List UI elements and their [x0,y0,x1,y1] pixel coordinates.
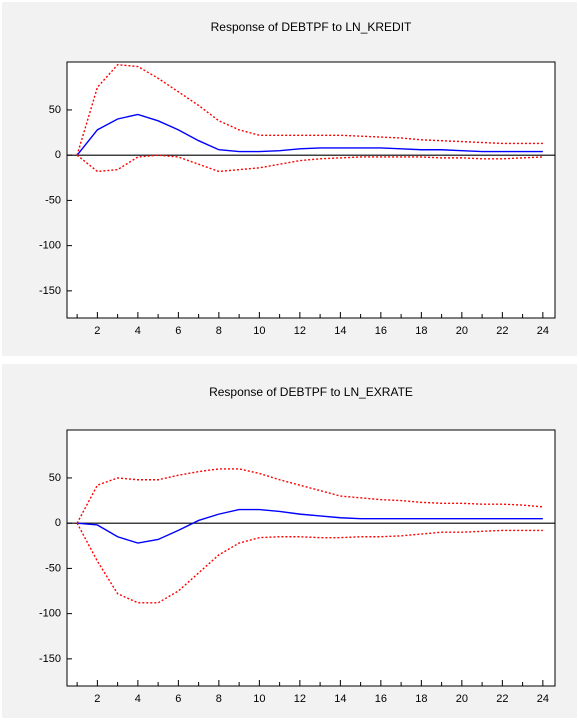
y-tick-label: -100 [39,608,61,620]
x-tick-label: 22 [496,693,508,705]
y-tick-label: -50 [45,194,61,206]
chart-title: Response of DEBTPF to LN_EXRATE [209,385,413,399]
x-tick-label: 2 [94,693,100,705]
x-tick-label: 10 [253,693,265,705]
response-line [76,468,543,524]
y-tick-label: -100 [39,240,61,252]
x-tick-label: 6 [175,693,181,705]
x-tick-label: 24 [537,693,549,705]
x-tick-label: 8 [216,325,222,337]
y-tick-label: -50 [45,562,61,574]
chart: Response of DEBTPF to LN_KREDIT 50 0 -50 -1… [2,2,577,356]
x-tick-label: 16 [375,325,387,337]
plot-area [66,61,556,319]
x-tick-label: 6 [175,325,181,337]
x-tick-label: 16 [375,693,387,705]
x-tick-label: 22 [496,325,508,337]
response-line [76,113,543,156]
response-line [76,63,543,156]
response-line [76,522,543,604]
x-tick-label: 12 [294,693,306,705]
x-tick-label: 20 [456,693,468,705]
x-tick-label: 10 [253,325,265,337]
y-tick-label: -150 [39,653,61,665]
plot-area [66,429,556,687]
x-tick-label: 14 [334,693,346,705]
response-line [76,154,543,173]
x-tick-label: 4 [135,693,141,705]
y-tick-label: 0 [55,149,61,161]
x-tick-label: 24 [537,325,549,337]
y-tick-label: -150 [39,285,61,297]
x-tick-label: 14 [334,325,346,337]
y-tick-label: 50 [49,472,61,484]
x-tick-label: 2 [94,325,100,337]
x-tick-label: 18 [415,693,427,705]
chart-title: Response of DEBTPF to LN_KREDIT [211,20,412,34]
x-tick-label: 4 [135,325,141,337]
x-tick-label: 12 [294,325,306,337]
y-tick-label: 0 [55,517,61,529]
chart: Response of DEBTPF to LN_EXRATE 50 0 -50 -1… [2,364,577,718]
x-tick-label: 8 [216,693,222,705]
x-tick-label: 20 [456,325,468,337]
y-tick-label: 50 [49,104,61,116]
x-tick-label: 18 [415,325,427,337]
response-line [77,508,543,544]
